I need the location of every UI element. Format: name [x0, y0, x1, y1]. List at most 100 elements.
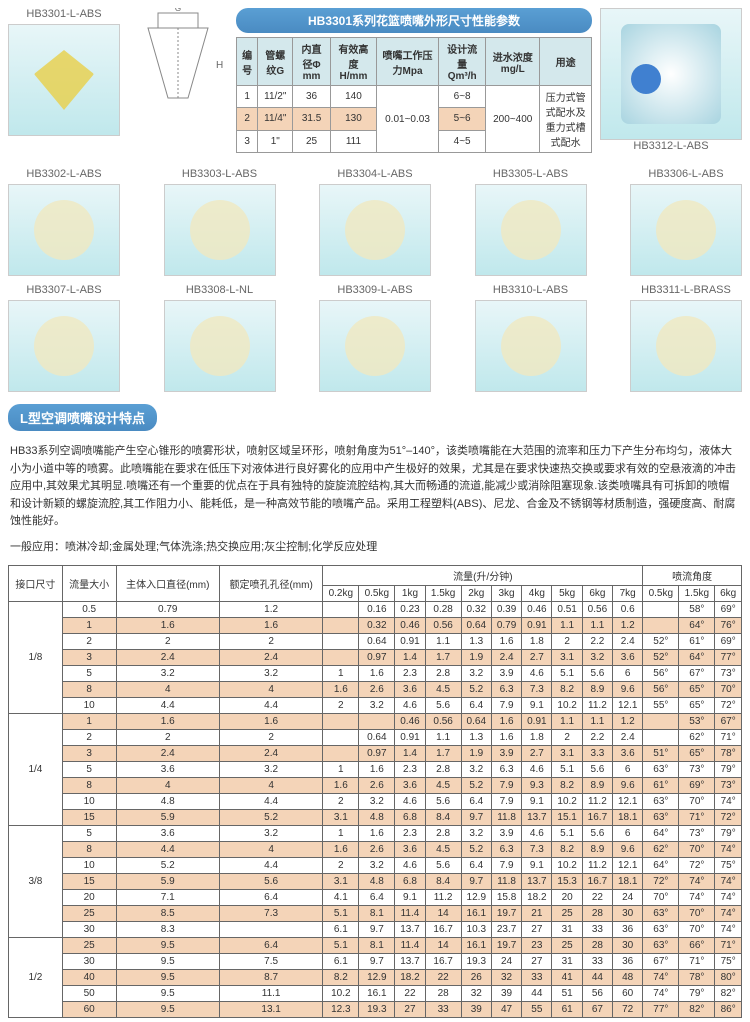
data-cell: 4.1 [323, 889, 359, 905]
data-cell: 28 [582, 937, 612, 953]
data-cell: 70° [679, 793, 715, 809]
data-cell: 2.4 [116, 745, 219, 761]
data-cell [323, 617, 359, 633]
data-cell: 36 [613, 953, 643, 969]
data-cell: 55 [522, 1001, 552, 1017]
data-cell: 58° [679, 601, 715, 617]
data-cell: 9.7 [461, 873, 491, 889]
data-cell: 71° [679, 953, 715, 969]
data-cell: 1.6 [323, 681, 359, 697]
data-cell: 6.1 [323, 921, 359, 937]
data-cell: 67° [643, 953, 679, 969]
data-cell: 0.6 [613, 601, 643, 617]
data-cell: 16.1 [461, 937, 491, 953]
data-cell: 65° [679, 681, 715, 697]
data-cell: 63° [643, 809, 679, 825]
data-cell: 3.2 [219, 825, 322, 841]
data-cell: 3 [62, 745, 116, 761]
data-cell: 5.1 [552, 761, 582, 777]
data-cell: 1.6 [491, 633, 521, 649]
data-cell: 8.5 [116, 905, 219, 921]
data-cell: 2 [323, 697, 359, 713]
data-cell: 11.1 [219, 985, 322, 1001]
data-cell: 72 [613, 1001, 643, 1017]
data-cell: 72° [715, 809, 742, 825]
data-cell: 61 [552, 1001, 582, 1017]
data-cell: 1.4 [395, 745, 425, 761]
data-cell: 8 [62, 841, 116, 857]
data-cell: 63° [643, 793, 679, 809]
spec-cell: 1 [237, 86, 258, 108]
data-cell: 62° [643, 841, 679, 857]
spec-cell: 3 [237, 130, 258, 152]
data-cell: 0.32 [461, 601, 491, 617]
data-cell: 6.4 [461, 793, 491, 809]
data-cell: 74° [715, 841, 742, 857]
data-cell: 56 [582, 985, 612, 1001]
data-cell: 4.5 [425, 777, 461, 793]
data-cell: 28 [582, 905, 612, 921]
data-cell: 11.2 [582, 793, 612, 809]
product-image [8, 184, 120, 276]
product-image [319, 184, 431, 276]
data-cell: 75° [715, 857, 742, 873]
data-cell: 74° [715, 873, 742, 889]
data-cell: 74° [679, 873, 715, 889]
spec-cell: 36 [293, 86, 331, 108]
main-data-table: 接口尺寸流量大小主体入口直径(mm)额定喷孔孔径(mm)流量(升/分钟)喷流角度… [8, 565, 742, 1018]
data-cell: 63° [643, 761, 679, 777]
data-cell: 4.8 [359, 873, 395, 889]
data-cell: 2 [219, 729, 322, 745]
data-cell: 24 [613, 889, 643, 905]
data-cell: 73° [715, 777, 742, 793]
data-cell: 0.91 [395, 729, 425, 745]
data-cell: 2 [323, 857, 359, 873]
data-cell: 6.8 [395, 809, 425, 825]
svg-text:G: G [175, 8, 181, 13]
sub-col-header: 5kg [552, 585, 582, 601]
data-cell: 6.4 [461, 697, 491, 713]
data-cell: 1 [323, 761, 359, 777]
product-card: HB3304-L-ABS [319, 168, 431, 276]
data-cell: 9.5 [116, 985, 219, 1001]
data-cell: 3.2 [359, 793, 395, 809]
data-cell: 3.2 [359, 857, 395, 873]
data-cell: 0.97 [359, 745, 395, 761]
data-cell: 13.7 [522, 809, 552, 825]
data-cell: 8 [62, 777, 116, 793]
top-section: HB3301-L-ABS HG HB3301系列花篮喷嘴外形尺寸性能参数 编号管… [0, 0, 750, 164]
data-cell: 10.3 [461, 921, 491, 937]
data-cell: 56° [643, 665, 679, 681]
data-cell: 3 [62, 649, 116, 665]
description-2: 一般应用：喷淋冷却;金属处理;气体洗涤;热交换应用;灰尘控制;化学反应处理 [0, 535, 750, 561]
data-cell: 5.6 [219, 873, 322, 889]
data-cell: 1 [62, 617, 116, 633]
data-cell: 3.2 [219, 665, 322, 681]
product-image [319, 300, 431, 392]
data-cell: 2.7 [522, 745, 552, 761]
data-cell: 73° [715, 665, 742, 681]
data-cell: 1 [323, 665, 359, 681]
section-title: L型空调喷嘴设计特点 [8, 404, 157, 431]
data-cell: 3.6 [116, 825, 219, 841]
data-cell: 4 [219, 681, 322, 697]
data-cell: 4.4 [116, 841, 219, 857]
data-cell: 10.2 [323, 985, 359, 1001]
data-cell: 2.4 [116, 649, 219, 665]
data-cell [323, 633, 359, 649]
data-cell: 64° [643, 825, 679, 841]
data-cell: 20 [62, 889, 116, 905]
data-cell: 1.2 [219, 601, 322, 617]
data-cell: 9.6 [613, 841, 643, 857]
data-cell: 13.1 [219, 1001, 322, 1017]
data-cell: 13.7 [395, 921, 425, 937]
data-cell: 5.1 [323, 937, 359, 953]
data-cell: 2.4 [613, 633, 643, 649]
data-cell: 74° [643, 969, 679, 985]
data-cell: 10 [62, 697, 116, 713]
data-cell: 9.1 [522, 697, 552, 713]
technical-diagram: HG [128, 8, 228, 138]
data-cell: 5.6 [582, 665, 612, 681]
spec-col-header: 喷嘴工作压力Mpa [377, 38, 439, 86]
data-cell: 12.1 [613, 697, 643, 713]
